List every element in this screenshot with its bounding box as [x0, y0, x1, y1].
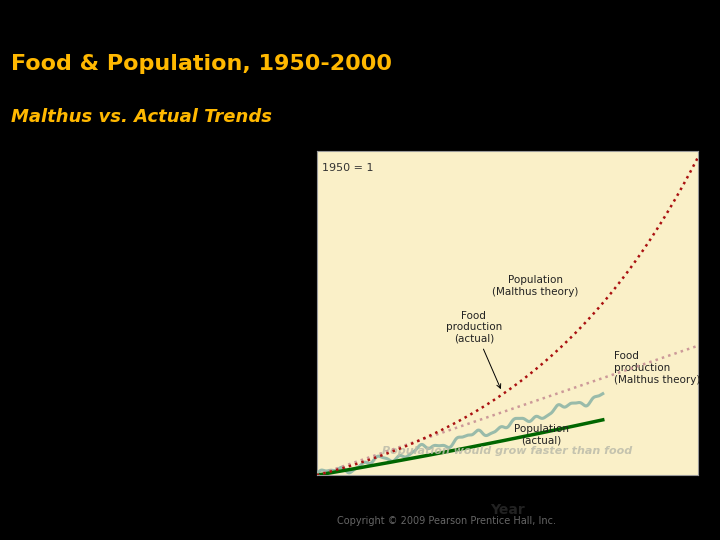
Text: Population
(actual): Population (actual)	[514, 424, 569, 446]
Text: Food & Population, 1950-2000: Food & Population, 1950-2000	[11, 54, 392, 74]
Text: Food
production
(Malthus theory): Food production (Malthus theory)	[614, 352, 701, 384]
Text: Food
production
(actual): Food production (actual)	[446, 310, 502, 388]
Text: 1950 = 1: 1950 = 1	[323, 163, 374, 173]
X-axis label: Year: Year	[490, 503, 525, 517]
Text: Population would grow faster than food: Population would grow faster than food	[382, 446, 633, 456]
Text: Population
(Malthus theory): Population (Malthus theory)	[492, 275, 579, 296]
Text: Copyright © 2009 Pearson Prentice Hall, Inc.: Copyright © 2009 Pearson Prentice Hall, …	[337, 516, 556, 526]
Text: Malthus vs. Actual Trends: Malthus vs. Actual Trends	[11, 108, 272, 126]
